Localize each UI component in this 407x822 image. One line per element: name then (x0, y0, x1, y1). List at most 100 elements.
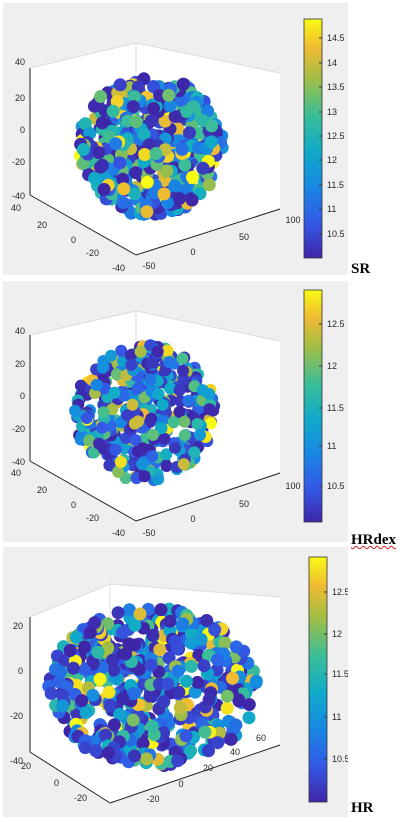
data-point (192, 126, 206, 140)
data-point (125, 358, 138, 371)
data-point (111, 606, 125, 620)
data-point (44, 686, 58, 700)
data-point (226, 671, 239, 685)
colorbar-tick-label: 12.5 (332, 587, 348, 597)
data-point (75, 694, 89, 708)
colorbar-tick-label: 13.5 (327, 82, 345, 92)
data-point (66, 661, 80, 675)
data-point (128, 90, 141, 104)
data-point (188, 446, 201, 459)
data-point (117, 389, 130, 402)
data-point (180, 674, 193, 688)
data-point (84, 626, 97, 640)
data-point (211, 736, 225, 750)
data-point (109, 137, 123, 151)
data-point (69, 630, 83, 644)
data-point (88, 616, 102, 630)
data-point (88, 446, 100, 459)
data-point (129, 166, 142, 180)
data-point (158, 432, 171, 445)
data-point (162, 88, 176, 102)
data-point (129, 115, 143, 129)
data-point (168, 110, 182, 123)
data-point (202, 744, 215, 758)
data-point (108, 386, 121, 399)
data-point (204, 417, 217, 430)
data-point (218, 636, 232, 650)
data-point (99, 728, 113, 742)
x-tick-label: 0 (190, 514, 195, 524)
data-point (197, 659, 211, 673)
data-point (126, 687, 140, 701)
z-tick-label: -20 (12, 157, 25, 167)
data-point (182, 394, 195, 407)
data-point (192, 648, 206, 662)
data-point (78, 662, 92, 676)
data-point (163, 614, 177, 628)
data-point (173, 701, 187, 715)
data-point (140, 205, 154, 219)
data-point (136, 736, 150, 750)
colorbar-tick-label: 12.5 (327, 319, 345, 329)
colorbar-tick-label: 10.5 (327, 229, 345, 239)
data-point (107, 663, 121, 677)
data-point (116, 172, 130, 186)
z-tick-label: 0 (20, 391, 25, 401)
data-point (154, 603, 168, 617)
data-point (204, 135, 218, 149)
data-point (183, 126, 196, 140)
colorbar (308, 556, 328, 803)
data-point (116, 692, 130, 706)
data-point (201, 104, 214, 118)
data-point (176, 352, 189, 365)
data-point (131, 382, 144, 395)
data-point (178, 429, 191, 442)
data-point (90, 378, 103, 391)
data-point (124, 349, 137, 362)
data-point (152, 388, 165, 401)
data-point (176, 77, 190, 91)
data-point (171, 664, 185, 678)
data-point (153, 89, 167, 102)
data-point (196, 161, 210, 175)
x-tick-label: 0 (190, 247, 195, 257)
data-point (131, 80, 145, 94)
data-point (169, 441, 181, 454)
data-point (191, 675, 205, 689)
x-tick-label: -50 (142, 261, 155, 271)
z-tick-label: -20 (12, 424, 25, 434)
data-point (101, 617, 115, 631)
x-tick-label: 20 (203, 763, 213, 773)
data-point (86, 688, 100, 702)
data-point (69, 404, 82, 417)
data-point (95, 158, 109, 172)
data-point (205, 119, 219, 133)
data-point (178, 158, 192, 172)
data-point (175, 142, 189, 156)
data-point (160, 460, 173, 472)
data-point (93, 672, 107, 686)
colorbar-tick-label: 11 (327, 204, 336, 214)
data-point (117, 182, 131, 196)
data-point (202, 693, 216, 707)
x-tick-label: 50 (239, 232, 249, 242)
data-point (173, 192, 186, 205)
data-point (56, 688, 69, 702)
data-point (126, 100, 140, 114)
data-point (200, 614, 214, 627)
data-point (179, 729, 193, 743)
y-tick-label: -20 (86, 248, 99, 258)
data-point (76, 143, 90, 156)
data-point (113, 707, 127, 721)
data-point (89, 744, 103, 758)
data-point (112, 465, 125, 478)
data-point (151, 345, 164, 358)
data-point (133, 607, 147, 621)
data-point (144, 415, 156, 428)
data-point (174, 94, 188, 108)
data-point (107, 718, 121, 732)
data-point (128, 618, 142, 632)
y-tick-label: -40 (112, 263, 125, 273)
panel-label-hrdex: HRdex (351, 532, 396, 548)
data-point (113, 78, 127, 92)
